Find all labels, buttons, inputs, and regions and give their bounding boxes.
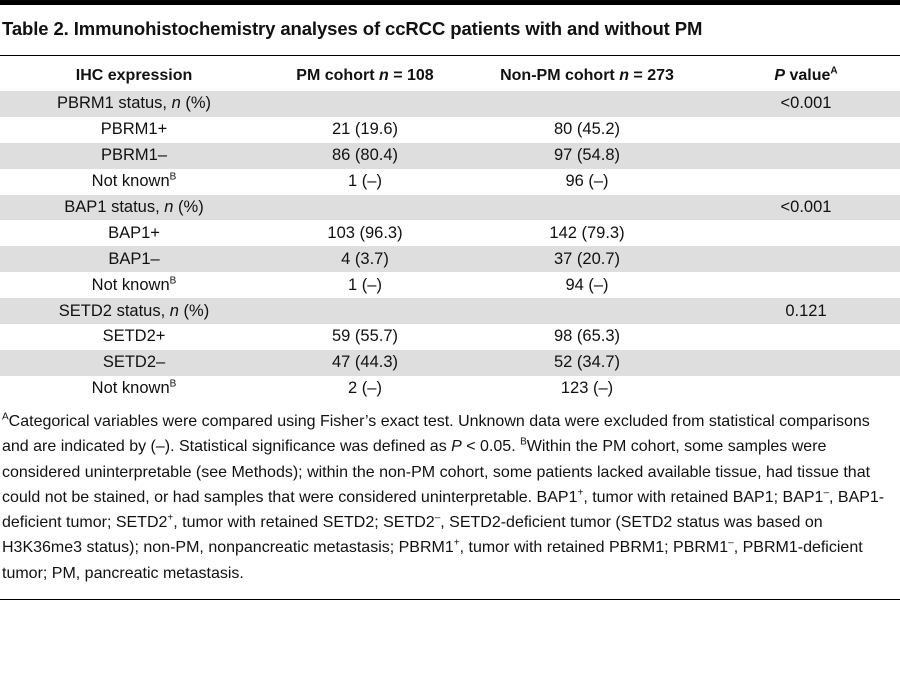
table-row: PBRM1– 86 (80.4) 97 (54.8) <box>0 142 900 169</box>
p-value-cell <box>712 142 900 169</box>
table-row: SETD2+ 59 (55.7) 98 (65.3) <box>0 324 900 350</box>
row-label: PBRM1+ <box>100 120 168 139</box>
table-row: SETD2 status, n (%) 0.121 <box>0 298 900 325</box>
p-value-cell <box>712 324 900 350</box>
nonpm-cohort-cell <box>462 298 712 325</box>
col-header-expression: IHC expression <box>75 67 193 84</box>
top-rule <box>0 0 900 5</box>
pm-cohort-cell: 4 (3.7) <box>268 246 462 273</box>
table-row: Not knownB 2 (–) 123 (–) <box>0 376 900 402</box>
p-value-cell <box>712 220 900 246</box>
pm-cohort-cell: 103 (96.3) <box>327 223 403 242</box>
table-header-row: IHC expression PM cohort n = 108 Non-PM … <box>0 61 900 91</box>
nonpm-cohort-cell: 97 (54.8) <box>462 142 712 169</box>
p-value-cell: <0.001 <box>712 194 900 221</box>
col-header-pvalue: P valueA <box>774 65 838 84</box>
table-row: BAP1– 4 (3.7) 37 (20.7) <box>0 246 900 273</box>
p-value-cell: 0.121 <box>712 298 900 325</box>
pm-cohort-cell: 1 (–) <box>348 275 382 294</box>
pm-cohort-cell: 47 (44.3) <box>268 349 462 376</box>
table-row: SETD2– 47 (44.3) 52 (34.7) <box>0 349 900 376</box>
p-value-cell <box>712 169 900 195</box>
table-row: PBRM1+ 21 (19.6) 80 (45.2) <box>0 117 900 143</box>
nonpm-cohort-cell <box>462 194 712 221</box>
p-value-cell <box>712 349 900 376</box>
row-label: SETD2– <box>0 349 268 376</box>
p-value-cell <box>712 272 900 298</box>
row-label: PBRM1 status, n (%) <box>0 91 268 117</box>
nonpm-cohort-cell: 37 (20.7) <box>462 246 712 273</box>
pm-cohort-cell: 1 (–) <box>348 172 382 191</box>
p-value-cell <box>712 117 900 143</box>
pm-cohort-cell <box>268 91 462 117</box>
row-label: Not knownB <box>91 275 177 294</box>
table-row: BAP1+ 103 (96.3) 142 (79.3) <box>0 220 900 246</box>
bottom-rule <box>0 599 900 600</box>
pm-cohort-cell <box>268 298 462 325</box>
nonpm-cohort-cell: 123 (–) <box>560 379 614 398</box>
nonpm-cohort-cell: 142 (79.3) <box>549 223 625 242</box>
pm-cohort-cell <box>268 194 462 221</box>
table-footnote: ACategorical variables were compared usi… <box>2 411 885 582</box>
row-label: Not knownB <box>91 171 177 191</box>
header-rule <box>0 55 900 56</box>
row-label: SETD2 status, n (%) <box>0 298 268 325</box>
p-value-cell <box>712 246 900 273</box>
nonpm-cohort-cell: 52 (34.7) <box>462 349 712 376</box>
nonpm-cohort-cell: 98 (65.3) <box>553 327 621 346</box>
col-header-pm: PM cohort n = 108 <box>296 67 434 84</box>
row-label: BAP1 status, n (%) <box>0 194 268 221</box>
row-label: PBRM1– <box>0 142 268 169</box>
p-value-cell <box>712 376 900 402</box>
table-row: BAP1 status, n (%) <0.001 <box>0 194 900 221</box>
table-row: Not knownB 1 (–) 96 (–) <box>0 169 900 195</box>
nonpm-cohort-cell: 96 (–) <box>565 172 609 191</box>
row-label: BAP1– <box>0 246 268 273</box>
pm-cohort-cell: 2 (–) <box>348 379 382 398</box>
pm-cohort-cell: 86 (80.4) <box>268 142 462 169</box>
pm-cohort-cell: 59 (55.7) <box>331 327 399 346</box>
col-header-nonpm: Non-PM cohort n = 273 <box>500 67 674 84</box>
ihc-table: IHC expression PM cohort n = 108 Non-PM … <box>0 61 900 402</box>
table-row: Not knownB 1 (–) 94 (–) <box>0 272 900 298</box>
row-label: SETD2+ <box>102 327 166 346</box>
table-caption: Table 2. Immunohistochemistry analyses o… <box>2 18 703 39</box>
table-body: PBRM1 status, n (%) <0.001 PBRM1+ 21 (19.6)… <box>0 91 900 402</box>
p-value-cell: <0.001 <box>712 91 900 117</box>
nonpm-cohort-cell: 80 (45.2) <box>553 120 621 139</box>
nonpm-cohort-cell <box>462 91 712 117</box>
row-label: Not knownB <box>91 378 177 398</box>
table-row: PBRM1 status, n (%) <0.001 <box>0 91 900 117</box>
nonpm-cohort-cell: 94 (–) <box>565 275 609 294</box>
pm-cohort-cell: 21 (19.6) <box>331 120 399 139</box>
row-label: BAP1+ <box>108 223 160 242</box>
